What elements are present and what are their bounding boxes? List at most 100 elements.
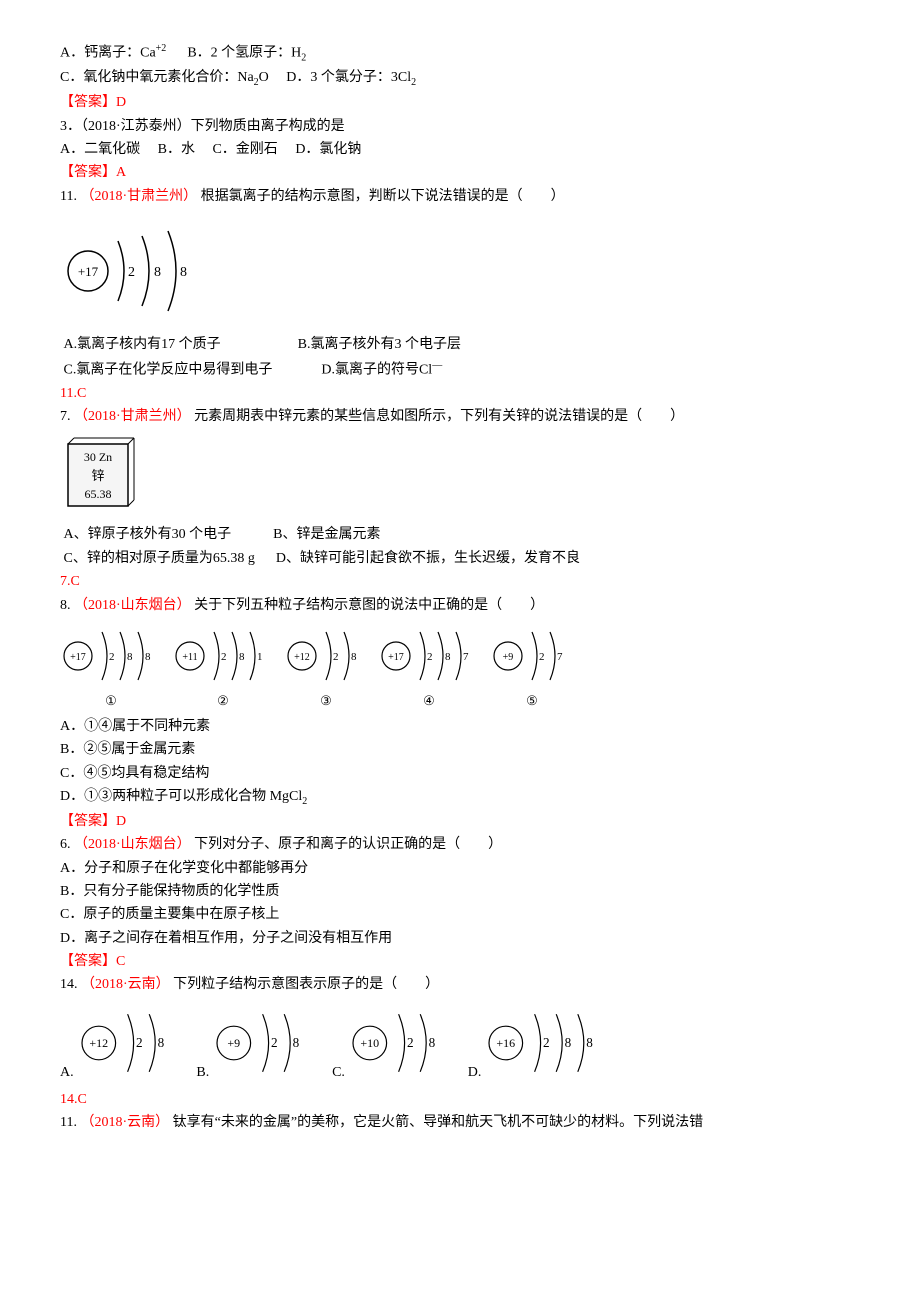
svg-text:2: 2 [109, 651, 115, 663]
q11a-optsCD: C.氯离子在化学反应中易得到电子 D.氯离子的符号Cl— [60, 358, 860, 382]
svg-text:1: 1 [257, 651, 263, 663]
q14-opt-label: C. [332, 1062, 345, 1084]
q8-diagram-3: +12 28 ③ [284, 621, 368, 712]
q2-optD: D．3 个氯分子：3Cl [286, 70, 411, 85]
q11a-optC: C.氯离子在化学反应中易得到电子 [64, 362, 273, 377]
q2-answer: 【答案】D [60, 92, 860, 114]
q8-optA: A．①④属于不同种元素 [60, 716, 860, 738]
svg-text:7: 7 [557, 651, 563, 663]
svg-text:8: 8 [565, 1035, 572, 1050]
q11a-src: （2018·甘肃兰州） [80, 189, 197, 204]
svg-text:+9: +9 [503, 652, 514, 663]
svg-text:+10: +10 [360, 1036, 379, 1050]
q7-optB: B、锌是金属元素 [273, 527, 380, 542]
q11a-diagram: +17 2 8 8 [60, 216, 860, 326]
q8-diagram-1: +17 288 ① [60, 621, 162, 712]
q8-diagrams: +17 288 ① +11 281 ② +12 28 ③ +17 287 ④ +… [60, 621, 860, 712]
svg-text:8: 8 [429, 1035, 436, 1050]
q3-optD: D．氯化钠 [295, 142, 361, 157]
q2-optB-sub: 2 [301, 52, 306, 63]
svg-text:2: 2 [221, 651, 227, 663]
svg-text:2: 2 [271, 1035, 278, 1050]
svg-text:8: 8 [157, 1035, 164, 1050]
svg-text:+17: +17 [78, 264, 99, 279]
q7-optsAB: A、锌原子核外有30 个电子 B、锌是金属元素 [60, 524, 860, 546]
q14-answer: 14.C [60, 1089, 860, 1111]
q3-optA: A．二氧化碳 [60, 142, 140, 157]
svg-text:2: 2 [136, 1035, 143, 1050]
q11a-optA: A.氯离子核内有17 个质子 [64, 337, 221, 352]
svg-text:2: 2 [543, 1035, 550, 1050]
svg-text:+17: +17 [70, 652, 86, 663]
q3-options: A．二氧化碳 B．水 C．金刚石 D．氯化钠 [60, 139, 860, 161]
q7-element-box: 30 Zn 锌 65.38 [60, 436, 860, 516]
svg-text:7: 7 [463, 651, 469, 663]
q11a-num: 11. [60, 189, 77, 204]
q8-optD-pre: D．①③两种粒子可以形成化合物 MgCl [60, 789, 302, 804]
q8-optD: D．①③两种粒子可以形成化合物 MgCl2 [60, 786, 860, 810]
q14-diagram-4: D. +16 288 [468, 1001, 606, 1085]
q7-tail: 元素周期表中锌元素的某些信息如图所示，下列有关锌的说法错误的是（ ） [194, 409, 684, 424]
q11b-src: （2018·云南） [80, 1115, 169, 1130]
svg-text:+17: +17 [388, 652, 404, 663]
q6-answer: 【答案】C [60, 951, 860, 973]
q11b-tail: 钛享有“未来的金属”的美称，它是火箭、导弹和航天飞机不可缺少的材料。下列说法错 [173, 1115, 703, 1130]
q8-optB: B．②⑤属于金属元素 [60, 739, 860, 761]
q6-stem: 6. （2018·山东烟台） 下列对分子、原子和离子的认识正确的是（ ） [60, 834, 860, 856]
q14-opt-label: B. [196, 1062, 209, 1084]
svg-text:2: 2 [427, 651, 433, 663]
q8-stem: 8. （2018·山东烟台） 关于下列五种粒子结构示意图的说法中正确的是（ ） [60, 595, 860, 617]
q8-diagram-4: +17 287 ④ [378, 621, 480, 712]
q6-optC: C．原子的质量主要集中在原子核上 [60, 904, 860, 926]
svg-text:8: 8 [587, 1035, 594, 1050]
q14-tail: 下列粒子结构示意图表示原子的是（ ） [173, 977, 439, 992]
q6-src: （2018·山东烟台） [74, 837, 191, 852]
q7-stem: 7. （2018·甘肃兰州） 元素周期表中锌元素的某些信息如图所示，下列有关锌的… [60, 406, 860, 428]
svg-text:30 Zn: 30 Zn [84, 450, 112, 464]
q11a-answer: 11.C [60, 383, 860, 405]
q8-diagram-5: +9 27 ⑤ [490, 621, 574, 712]
q8-src: （2018·山东烟台） [74, 598, 191, 613]
svg-text:8: 8 [180, 265, 187, 280]
q6-num: 6. [60, 837, 71, 852]
svg-text:8: 8 [145, 651, 151, 663]
q8-optD-sub: 2 [302, 796, 307, 807]
svg-text:+12: +12 [89, 1036, 108, 1050]
q8-answer: 【答案】D [60, 811, 860, 833]
svg-text:2: 2 [128, 265, 135, 280]
q11b-num: 11. [60, 1115, 77, 1130]
svg-text:+12: +12 [294, 652, 310, 663]
q2-line1: A．钙离子：Ca+2 B．2 个氢原子：H2 [60, 41, 860, 66]
q2-optA: A．钙离子：Ca [60, 46, 156, 61]
q11a-optD-sup: — [432, 360, 442, 371]
q11b-stem: 11. （2018·云南） 钛享有“未来的金属”的美称，它是火箭、导弹和航天飞机… [60, 1112, 860, 1134]
q7-num: 7. [60, 409, 71, 424]
svg-text:8: 8 [293, 1035, 300, 1050]
q6-optA: A．分子和原子在化学变化中都能够再分 [60, 858, 860, 880]
svg-text:+16: +16 [497, 1036, 516, 1050]
q7-src: （2018·甘肃兰州） [74, 409, 191, 424]
q14-src: （2018·云南） [81, 977, 170, 992]
q6-optD: D．离子之间存在着相互作用，分子之间没有相互作用 [60, 928, 860, 950]
q14-opt-label: D. [468, 1062, 482, 1084]
q2-optB: B．2 个氢原子：H [187, 46, 301, 61]
q2-optA-sup: +2 [156, 43, 167, 54]
svg-text:8: 8 [127, 651, 133, 663]
q3-answer: 【答案】A [60, 162, 860, 184]
svg-text:2: 2 [407, 1035, 414, 1050]
q8-optC: C．④⑤均具有稳定结构 [60, 763, 860, 785]
svg-text:+11: +11 [182, 652, 197, 663]
svg-text:2: 2 [333, 651, 339, 663]
q14-num: 14. [60, 977, 78, 992]
q14-diagram-2: B. +9 28 [196, 1001, 312, 1085]
q11a-stem: 11. （2018·甘肃兰州） 根据氯离子的结构示意图，判断以下说法错误的是（ … [60, 186, 860, 208]
q11a-tail: 根据氯离子的结构示意图，判断以下说法错误的是（ ） [201, 189, 565, 204]
svg-text:8: 8 [445, 651, 451, 663]
q2-line2: C．氧化钠中氧元素化合价：Na2O D．3 个氯分子：3Cl2 [60, 67, 860, 91]
q14-stem: 14. （2018·云南） 下列粒子结构示意图表示原子的是（ ） [60, 974, 860, 996]
svg-text:65.38: 65.38 [85, 487, 112, 501]
svg-text:2: 2 [539, 651, 545, 663]
q2-optC-tail: O [259, 70, 269, 85]
q7-optD: D、缺锌可能引起食欲不振，生长迟缓，发育不良 [276, 551, 580, 566]
q7-optA: A、锌原子核外有30 个电子 [64, 527, 232, 542]
